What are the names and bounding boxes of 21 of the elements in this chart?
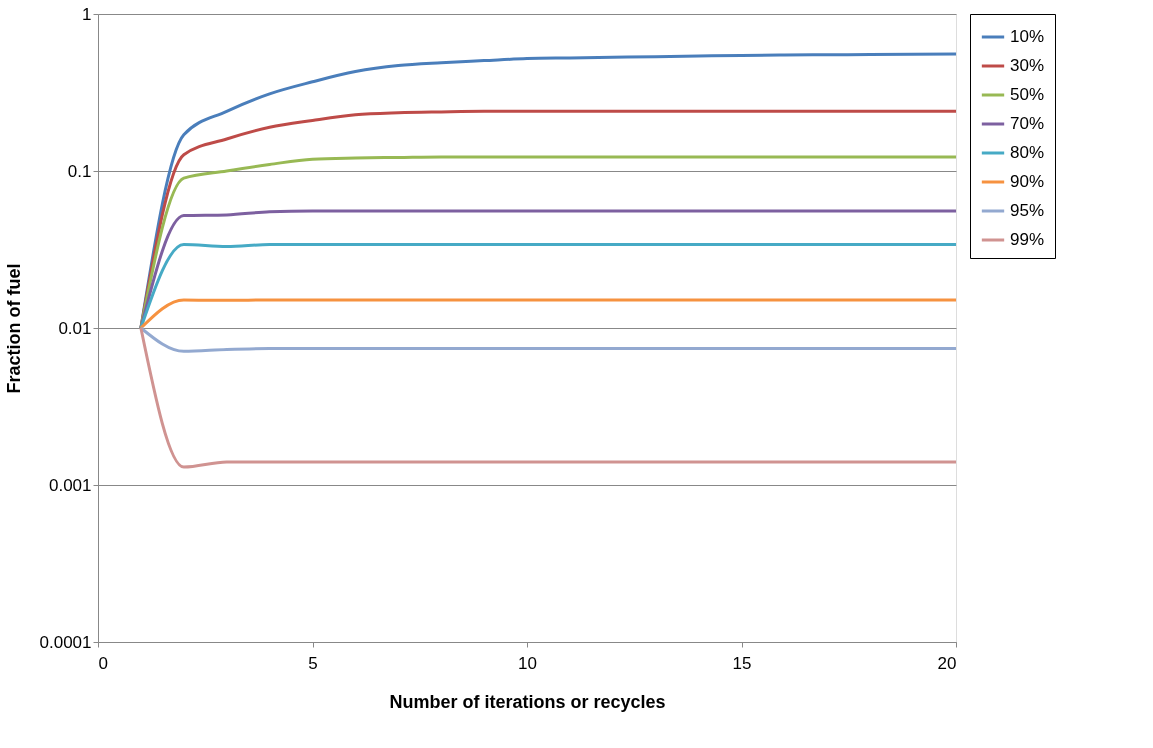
- y-axis-title: Fraction of fuel: [3, 263, 24, 394]
- y-tick-label: 0.01: [58, 318, 92, 338]
- line-series: [139, 326, 958, 353]
- legend-label: 70%: [1010, 114, 1045, 133]
- legend-label: 80%: [1010, 143, 1045, 162]
- y-tick-label: 0.1: [67, 161, 92, 181]
- legend-label: 99%: [1010, 230, 1045, 249]
- x-tick-label: 20: [937, 653, 957, 673]
- legend-label: 50%: [1010, 85, 1045, 104]
- x-tick-label: 0: [98, 653, 108, 673]
- legend-label: 90%: [1010, 172, 1045, 191]
- x-tick-label: 15: [732, 653, 752, 673]
- x-axis-title: Number of iterations or recycles: [389, 691, 666, 712]
- y-tick-label: 1: [82, 4, 92, 24]
- x-tick-label: 5: [308, 653, 318, 673]
- y-tick-label: 0.0001: [39, 632, 92, 652]
- x-tick-label: 10: [518, 653, 537, 673]
- legend-label: 30%: [1010, 56, 1045, 75]
- y-tick-label: 0.001: [48, 475, 92, 495]
- legend-label: 95%: [1010, 201, 1045, 220]
- legend-label: 10%: [1010, 27, 1045, 46]
